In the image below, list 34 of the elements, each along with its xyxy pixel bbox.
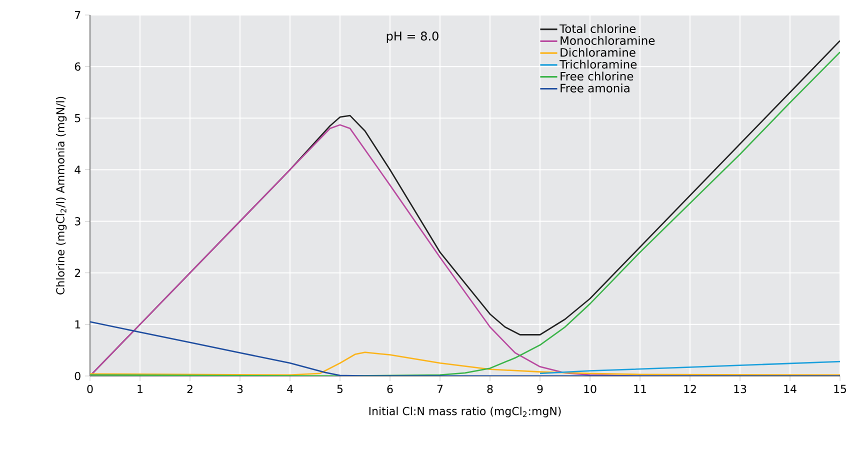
- y-tick-label: 6: [74, 62, 80, 71]
- x-tick-label: 4: [287, 384, 293, 393]
- legend-label: Free chlorine: [560, 72, 634, 81]
- y-tick-label: 5: [74, 114, 80, 122]
- legend-label: Dichloramine: [560, 48, 636, 57]
- y-tick-label: 2: [74, 268, 80, 277]
- x-tick-label: 12: [684, 384, 696, 394]
- y-tick-label: 7: [75, 10, 80, 20]
- x-tick-label: 14: [784, 384, 796, 393]
- line-series: [539, 360, 840, 374]
- legend-label: Free amonia: [560, 84, 630, 92]
- x-tick-label: 6: [387, 384, 393, 394]
- y-tick-label: 0: [74, 372, 80, 380]
- x-tick-label: 10: [584, 384, 596, 394]
- legend-label: Trichloramine: [560, 60, 637, 69]
- x-tick-label: 5: [337, 384, 343, 394]
- y-tick-label: 4: [74, 166, 81, 174]
- x-tick-label: 11: [634, 384, 646, 393]
- y-tick-label: 3: [74, 217, 80, 226]
- x-axis-title: Initial Cl:N mass ratio (mgCl$_{2}$:mgN): [369, 406, 561, 418]
- legend-label: Monochloramine: [560, 36, 655, 45]
- y-axis-title: Chlorine (mgCl$_{2}$/l) Ammonia (mgN/l): [56, 96, 67, 294]
- x-tick-label: 3: [237, 384, 243, 394]
- x-tick-label: 9: [537, 384, 543, 394]
- x-tick-label: 0: [87, 384, 93, 394]
- x-tick-label: 1: [138, 384, 142, 393]
- annotation: pH = 8.0: [386, 32, 438, 43]
- y-tick-label: 1: [75, 320, 80, 328]
- legend-label: Total chlorine: [560, 24, 636, 33]
- x-tick-label: 8: [487, 384, 493, 394]
- x-tick-label: 15: [834, 384, 846, 394]
- x-tick-label: 13: [734, 384, 746, 394]
- x-tick-label: 7: [437, 384, 443, 393]
- x-tick-label: 2: [187, 384, 192, 394]
